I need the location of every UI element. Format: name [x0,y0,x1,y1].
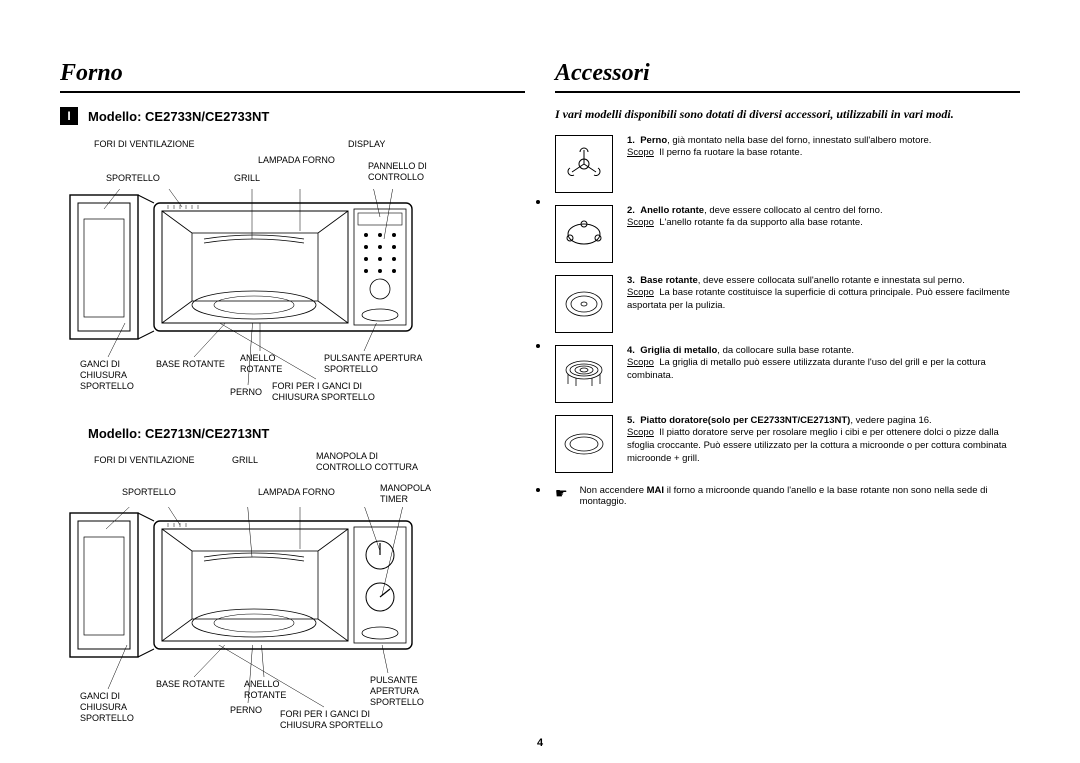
accessory-text: 3. Base rotante, deve essere collocata s… [627,275,1020,333]
accessory-text: 4. Griglia di metallo, da collocare sull… [627,345,1020,403]
label2-manopola-cottura: MANOPOLA DI CONTROLLO COTTURA [316,451,418,473]
section-title-accessori: Accessori [555,60,1020,93]
section-title-forno: Forno [60,60,525,93]
model1-diagram: FORI DI VENTILAZIONE DISPLAY LAMPADA FOR… [60,131,525,416]
leader-lines-1-bottom [64,323,434,393]
base-rotante-icon [555,275,613,333]
accessory-item: 5. Piatto doratore(solo per CE2733NT/CE2… [555,415,1020,473]
label-lampada-forno: LAMPADA FORNO [258,155,335,166]
language-badge: I [60,107,78,125]
accessory-item: 3. Base rotante, deve essere collocata s… [555,275,1020,333]
label-sportello: SPORTELLO [106,173,160,184]
accessory-text: 5. Piatto doratore(solo per CE2733NT/CE2… [627,415,1020,473]
label2-lampada-forno: LAMPADA FORNO [258,487,335,498]
label-display: DISPLAY [348,139,385,150]
label-fori-ventilazione: FORI DI VENTILAZIONE [94,139,195,150]
scopo-label: Scopo [627,147,654,158]
label-pannello-controllo: PANNELLO DI CONTROLLO [368,161,427,183]
label2-manopola-timer: MANOPOLA TIMER [380,483,431,505]
intro-text: I vari modelli disponibili sono dotati d… [555,107,1020,123]
model1-title: Modello: CE2733N/CE2733NT [88,109,269,124]
page-number: 4 [537,737,543,749]
accessory-item: 1. Perno, già montato nella base del for… [555,135,1020,193]
scopo-label: Scopo [627,287,654,298]
label2-fori-ventilazione: FORI DI VENTILAZIONE [94,455,195,466]
label-grill: GRILL [234,173,260,184]
accessory-item: 4. Griglia di metallo, da collocare sull… [555,345,1020,403]
perno-icon [555,135,613,193]
binding-dots [536,200,540,492]
warning-text: Non accendere MAI il forno a microonde q… [580,485,1020,507]
model1-header: I Modello: CE2733N/CE2733NT [60,107,525,125]
model2-header: Modello: CE2713N/CE2713NT [60,426,525,441]
leader-lines-2-bottom [64,645,434,725]
label2-sportello: SPORTELLO [122,487,176,498]
model2-title: Modello: CE2713N/CE2713NT [88,426,269,441]
griglia-icon [555,345,613,403]
dot-icon [536,488,540,492]
label2-grill: GRILL [232,455,258,466]
accessory-text: 2. Anello rotante, deve essere collocato… [627,205,1020,263]
microwave-svg-2 [64,507,434,667]
accessory-item: 2. Anello rotante, deve essere collocato… [555,205,1020,263]
left-column: Forno I Modello: CE2733N/CE2733NT FORI D… [60,60,525,737]
scopo-label: Scopo [627,357,654,368]
accessory-text: 1. Perno, già montato nella base del for… [627,135,1020,193]
model2-diagram: FORI DI VENTILAZIONE GRILL MANOPOLA DI C… [60,447,525,737]
scopo-label: Scopo [627,427,654,438]
pointing-hand-icon: ☛ [555,485,568,507]
warning-note: ☛ Non accendere MAI il forno a microonde… [555,485,1020,507]
page-container: Forno I Modello: CE2733N/CE2733NT FORI D… [60,60,1020,737]
dot-icon [536,200,540,204]
anello-icon [555,205,613,263]
scopo-label: Scopo [627,217,654,228]
right-column: Accessori I vari modelli disponibili son… [555,60,1020,737]
accessory-list: 1. Perno, già montato nella base del for… [555,135,1020,507]
dot-icon [536,344,540,348]
piatto-doratore-icon [555,415,613,473]
